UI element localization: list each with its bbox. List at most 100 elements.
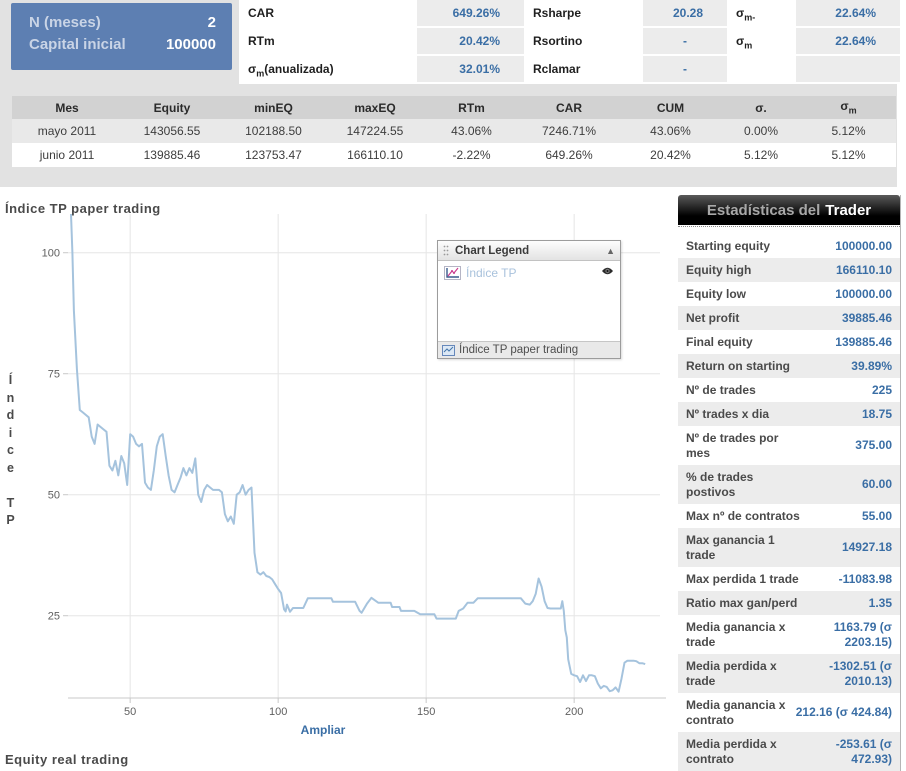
equity-real-trading-heading: Equity real trading [5, 752, 129, 767]
stat-value: 39885.46 [841, 310, 892, 325]
svg-text:25: 25 [48, 611, 60, 623]
cell-maxeq: 147224.55 [346, 124, 404, 138]
col-header-equity: Equity [122, 96, 222, 119]
table-row: mayo 2011 143056.55 102188.50 147224.55 … [12, 119, 896, 143]
stat-row: Media perdida x trade -1302.51 (σ 2010.1… [678, 654, 900, 693]
stat-row: Starting equity 100000.00 [678, 234, 900, 258]
col-header-cum: CUM [620, 96, 721, 119]
chart-plot[interactable]: 25 50 75 100 50 100 150 200 [0, 188, 672, 768]
col-header-sigma-dot: σ. [721, 96, 801, 119]
stat-value: 60.00 [861, 477, 892, 491]
stat-value: 14927.18 [841, 540, 892, 554]
top-stats-grid: CAR RTm σm(anualizada) 649.26% 20.42% 32… [239, 0, 900, 84]
stat-value: 166110.10 [835, 262, 892, 277]
stat-row: Media ganancia x trade 1163.79 (σ 2203.1… [678, 615, 900, 654]
col-header-sigma-m: σm [801, 96, 896, 119]
stat-value-empty [796, 56, 900, 82]
stat-label: Equity high [686, 262, 752, 277]
cell-cum: 43.06% [650, 124, 691, 138]
stat-label: Final equity [686, 334, 753, 349]
cell-rtm: -2.22% [452, 148, 491, 162]
stat-label-rclamar: Rclamar [524, 56, 643, 82]
cell-rtm: 43.06% [451, 124, 492, 138]
svg-text:50: 50 [124, 706, 136, 718]
legend-body: Índice TP [438, 261, 620, 341]
legend-header[interactable]: Chart Legend ▲ [438, 241, 620, 261]
stat-label-sigma-m: σm [727, 28, 796, 54]
stat-label: Ratio max gan/perd [686, 595, 798, 610]
cell-mineq: 102188.50 [245, 124, 302, 138]
stat-label: % de trades postivos [686, 469, 754, 499]
stat-row: Max ganancia 1 trade 14927.18 [678, 528, 900, 567]
stat-row: Nº trades x dia 18.75 [678, 402, 900, 426]
collapse-icon[interactable]: ▲ [606, 245, 615, 256]
cell-mes: junio 2011 [39, 148, 95, 162]
stat-value: 55.00 [861, 508, 892, 523]
stat-value-rsharpe: 20.28 [643, 0, 727, 26]
series-label[interactable]: Índice TP [466, 266, 517, 280]
svg-text:200: 200 [565, 706, 583, 718]
drag-handle-icon[interactable] [443, 244, 449, 257]
stat-row: Media ganancia x contrato 212.16 (σ 424.… [678, 693, 900, 732]
table-header-row: Mes Equity minEQ maxEQ RTm CAR CUM σ. σm [12, 96, 896, 119]
stat-row: Ratio max gan/perd 1.35 [678, 591, 900, 615]
stat-label: Nº de trades por mes [686, 430, 779, 460]
stat-value: 100000.00 [835, 286, 892, 301]
stat-label: Net profit [686, 310, 740, 325]
stat-value: 139885.46 [835, 334, 892, 349]
svg-text:50: 50 [48, 490, 60, 502]
summary-row-n-meses: N (meses) 2 [11, 11, 232, 33]
cell-sigma-dot: 0.00% [743, 124, 779, 138]
stat-row: Max nº de contratos 55.00 [678, 504, 900, 528]
stat-value: -1302.51 (σ 2010.13) [829, 658, 892, 688]
stat-label: Starting equity [686, 238, 771, 253]
svg-text:75: 75 [48, 369, 60, 381]
stat-label-sigma-anualizada: σm(anualizada) [239, 56, 417, 82]
stat-value-rtm: 20.42% [417, 28, 524, 54]
stat-label: Max nº de contratos [686, 508, 800, 523]
chart-legend[interactable]: Chart Legend ▲ Índice TP Índice TP paper… [437, 240, 621, 359]
col-header-mineq: minEQ [222, 96, 325, 119]
panel-title: Estadísticas del Trader [678, 195, 900, 225]
stat-label: Max ganancia 1 trade [686, 532, 775, 562]
trader-stats-panel: Estadísticas del Trader Starting equity … [678, 195, 901, 771]
stats-group-1: CAR RTm σm(anualizada) 649.26% 20.42% 32… [239, 0, 524, 84]
top-summary-band: N (meses) 2 Capital inicial 100000 CAR R… [0, 0, 900, 187]
cell-equity: 143056.55 [143, 124, 201, 138]
stat-label-car: CAR [239, 0, 417, 26]
eye-icon[interactable] [601, 266, 614, 276]
cell-mes: mayo 2011 [37, 124, 97, 138]
stat-value: -253.61 (σ 472.93) [835, 736, 892, 766]
stat-row: Nº de trades por mes 375.00 [678, 426, 900, 465]
stat-label-rsharpe: Rsharpe [524, 0, 643, 26]
stat-label-rtm: RTm [239, 28, 417, 54]
stat-label: Max perdida 1 trade [686, 571, 799, 586]
stat-label: Media ganancia x trade [686, 619, 786, 649]
capital-inicial-value: 100000 [165, 36, 216, 53]
legend-footer[interactable]: Índice TP paper trading [438, 341, 620, 358]
stat-row: Max perdida 1 trade -11083.98 [678, 567, 900, 591]
stat-label: Nº trades x dia [686, 406, 770, 421]
stat-value-sigma-m-minus: 22.64% [796, 0, 900, 26]
ampliar-link[interactable]: Ampliar [300, 723, 346, 737]
stat-value-rclamar: - [643, 56, 727, 82]
stat-value: 39.89% [851, 358, 892, 373]
stat-value-sigma-anualizada: 32.01% [417, 56, 524, 82]
stat-value-car: 649.26% [417, 0, 524, 26]
capital-inicial-label: Capital inicial [29, 36, 126, 53]
cell-car: 7246.71% [541, 124, 597, 138]
svg-text:100: 100 [269, 706, 287, 718]
stat-label: Media ganancia x contrato [686, 697, 786, 727]
cell-sigma-m: 5.12% [831, 124, 866, 138]
chart-title: Índice TP paper trading [5, 201, 161, 216]
stat-row: Nº de trades 225 [678, 378, 900, 402]
stat-row: Net profit 39885.46 [678, 306, 900, 330]
stats-group-3: σm- σm 22.64% 22.64% [727, 0, 900, 84]
stat-row: Final equity 139885.46 [678, 330, 900, 354]
stat-value-rsortino: - [643, 28, 727, 54]
stat-value: 1.35 [868, 595, 892, 610]
stat-label: Media perdida x trade [686, 658, 777, 688]
stat-value: 225 [871, 382, 892, 397]
